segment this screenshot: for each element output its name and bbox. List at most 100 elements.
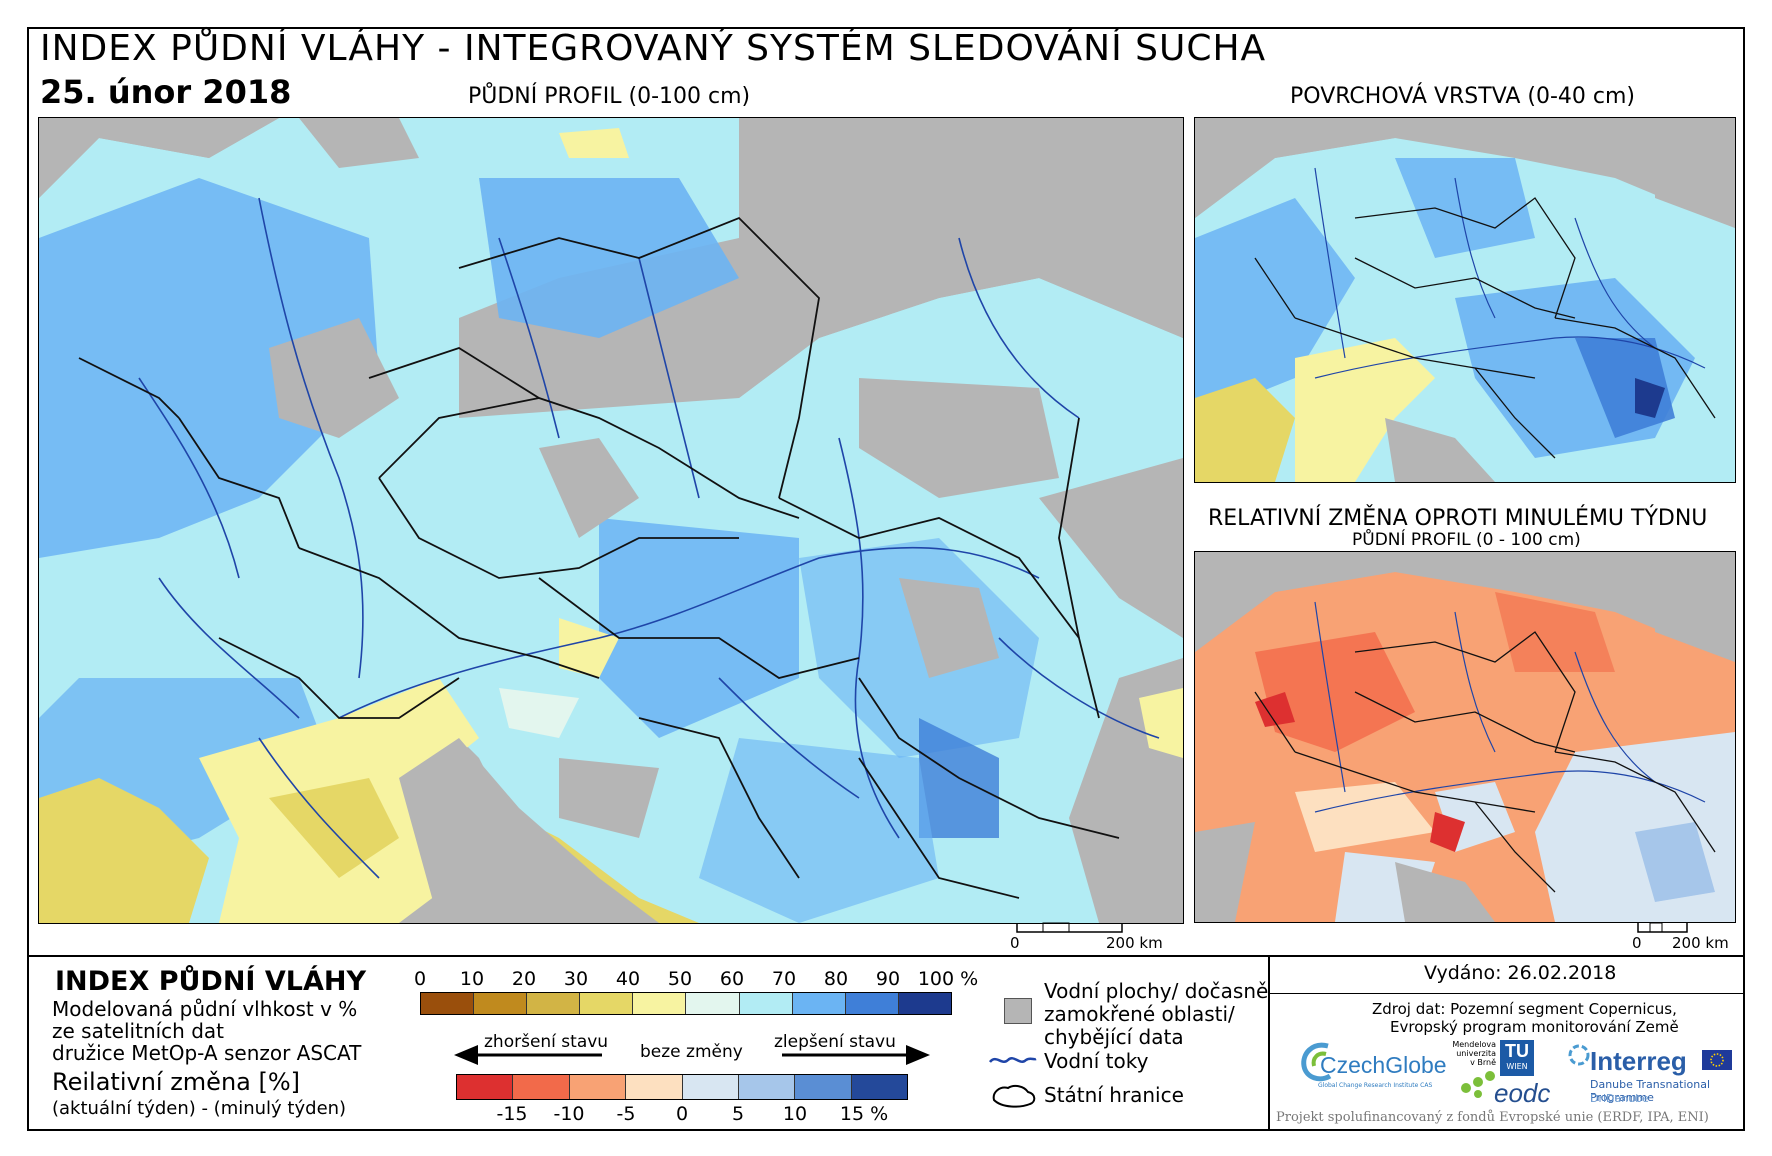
change-legend-desc: (aktuální týden) - (minulý týden) [52, 1098, 347, 1119]
index-tick: 40 [615, 968, 641, 990]
poster-frame [27, 27, 1745, 1131]
change-map-sublabel: PŮDNÍ PROFIL (0 - 100 cm) [1352, 530, 1581, 550]
surface-layer-map [1194, 117, 1736, 483]
change-color-swatch [851, 1075, 907, 1099]
index-ticks: 0 10 20 30 40 50 60 70 80 90 100 % [414, 968, 978, 990]
legend-title: INDEX PŮDNÍ VLÁHY [55, 966, 367, 997]
legend-desc-1: Modelovaná půdní vlhkost v % [52, 997, 358, 1021]
change-legend-title: Reilativní změna [%] [52, 1068, 301, 1096]
legend-desc-3: družice MetOp-A senzor ASCAT [52, 1041, 362, 1065]
index-color-swatch [845, 993, 899, 1014]
interreg-logo: Interreg [1590, 1046, 1687, 1076]
czechglobe-sub: Global Change Research Institute CAS [1318, 1082, 1433, 1089]
index-color-swatch [474, 993, 528, 1014]
index-tick: 50 [667, 968, 693, 990]
main-title: INDEX PŮDNÍ VLÁHY - INTEGROVANÝ SYSTÉM S… [40, 28, 1267, 69]
change-color-bar [456, 1074, 908, 1100]
mendel-line-2: univerzita [1456, 1049, 1496, 1058]
worse-label: zhoršení stavu [484, 1032, 609, 1052]
info-divider [1268, 955, 1270, 1131]
tu-text: TU [1505, 1041, 1529, 1061]
change-ticks: -15 -10 -5 0 5 10 15 % [456, 1103, 908, 1125]
mendel-line-1: Mendelova [1452, 1040, 1496, 1049]
eu-stars-icon [1710, 1053, 1724, 1067]
change-tick: 0 [675, 1103, 689, 1125]
source-line-1: Zdroj dat: Pozemní segment Copernicus, [1372, 1000, 1677, 1018]
index-color-swatch [580, 993, 634, 1014]
mendel-dots-icon [1461, 1071, 1495, 1098]
index-color-swatch [686, 993, 740, 1014]
change-color-swatch [569, 1075, 627, 1099]
change-color-swatch [682, 1075, 739, 1099]
main-scale-zero: 0 [1010, 934, 1020, 952]
index-tick: 0 [413, 968, 427, 990]
surface-map-svg [1195, 118, 1735, 482]
change-scale-km: 200 km [1672, 934, 1729, 952]
index-tick: 30 [563, 968, 589, 990]
change-tick: -10 [553, 1103, 585, 1125]
change-tick: -5 [616, 1103, 636, 1125]
change-map-svg [1195, 552, 1735, 922]
legend-desc-2: ze satelitních dat [52, 1019, 224, 1043]
main-scale-km: 200 km [1106, 934, 1163, 952]
water-label-3: chybějící data [1044, 1025, 1184, 1049]
change-tick: -15 [496, 1103, 528, 1125]
index-tick: 90 [875, 968, 901, 990]
main-scalebar-graphic [1016, 922, 1123, 933]
change-tick: 5 [731, 1103, 745, 1125]
czechglobe-logo: CzechGlobe [1320, 1052, 1447, 1078]
main-map-svg [39, 118, 1183, 923]
mendel-line-3: v Brně [1470, 1058, 1496, 1067]
tu-wien-logo: TU WIEN [1500, 1040, 1534, 1076]
index-color-swatch [527, 993, 581, 1014]
index-tick: 100 % [917, 968, 979, 990]
change-scalebar-graphic [1637, 922, 1688, 933]
change-color-swatch [795, 1075, 852, 1099]
legend-divider [27, 955, 1745, 957]
mendel-logo-text: Mendelova univerzita v Brně [1444, 1040, 1496, 1067]
change-arrows [454, 1045, 930, 1065]
change-tick: 10 [782, 1103, 808, 1125]
source-line-2: Evropský program monitorování Země [1390, 1018, 1679, 1036]
main-soil-moisture-map [38, 117, 1184, 924]
index-color-swatch [898, 993, 951, 1014]
change-color-swatch [626, 1075, 683, 1099]
funding-footer: Projekt spolufinancovaný z fondů Evropsk… [1276, 1110, 1709, 1125]
czechglobe-swirl-icon [1301, 1042, 1332, 1082]
index-tick: 20 [511, 968, 537, 990]
relative-change-map [1194, 551, 1736, 923]
index-tick: 70 [771, 968, 797, 990]
tu-sub: WIEN [1506, 1062, 1528, 1071]
index-color-swatch [739, 993, 793, 1014]
issued-divider [1268, 993, 1745, 994]
water-label-1: Vodní plochy/ dočasně [1044, 979, 1269, 1003]
index-color-swatch [421, 993, 475, 1014]
index-color-swatch [633, 993, 687, 1014]
index-tick: 10 [459, 968, 485, 990]
river-symbol-icon [989, 1057, 1037, 1063]
border-symbol-icon [992, 1084, 1036, 1108]
change-scale-zero: 0 [1632, 934, 1642, 952]
issued-date: Vydáno: 26.02.2018 [1424, 962, 1617, 984]
dridanube: DriDanube [1590, 1092, 1649, 1105]
danube-programme: Danube Transnational Programme [1590, 1078, 1711, 1104]
nochange-label: beze změny [640, 1042, 743, 1062]
change-map-label: RELATIVNÍ ZMĚNA OPROTI MINULÉMU TÝDNU [1208, 506, 1708, 531]
index-tick: 60 [719, 968, 745, 990]
surface-map-label: POVRCHOVÁ VRSTVA (0-40 cm) [1290, 84, 1635, 109]
index-color-bar [420, 992, 952, 1015]
eodc-logo: eodc [1494, 1078, 1551, 1108]
water-label-2: zamokřené oblasti/ [1044, 1002, 1235, 1026]
main-map-label: PŮDNÍ PROFIL (0-100 cm) [468, 84, 751, 109]
better-label: zlepšení stavu [774, 1032, 896, 1052]
change-tick: 15 % [839, 1103, 889, 1125]
eu-flag-icon [1702, 1050, 1732, 1070]
change-color-swatch [457, 1075, 514, 1099]
borders-label: Státní hranice [1044, 1083, 1184, 1107]
index-color-swatch [792, 993, 846, 1014]
rivers-label: Vodní toky [1044, 1049, 1149, 1073]
index-tick: 80 [823, 968, 849, 990]
interreg-swirl-icon [1568, 1044, 1590, 1066]
change-color-swatch [738, 1075, 796, 1099]
no-data-swatch [1004, 998, 1032, 1024]
